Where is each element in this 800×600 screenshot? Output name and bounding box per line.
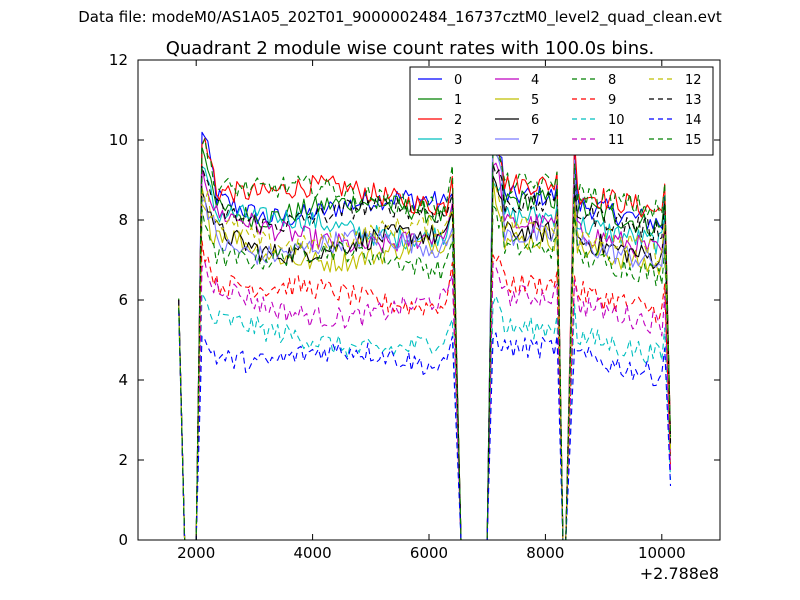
legend-label-3: 3: [454, 133, 462, 148]
legend-label-13: 13: [685, 93, 702, 108]
legend-label-10: 10: [608, 113, 625, 128]
series-line-0: [178, 128, 672, 541]
x-tick-label: 10000: [638, 544, 686, 562]
y-tick-label: 0: [118, 531, 128, 549]
series-line-4: [178, 162, 672, 541]
y-tick-label: 4: [118, 371, 128, 389]
series-line-9: [178, 240, 672, 541]
legend-label-1: 1: [454, 93, 462, 108]
legend-label-5: 5: [531, 93, 539, 108]
series-line-7: [178, 119, 672, 541]
series-line-2: [178, 132, 672, 541]
legend-label-4: 4: [531, 73, 539, 88]
y-tick-label: 10: [109, 131, 128, 149]
legend-label-6: 6: [531, 113, 539, 128]
series-line-5: [178, 178, 672, 541]
x-tick-label: 6000: [410, 544, 448, 562]
legend-label-8: 8: [608, 73, 616, 88]
y-tick-label: 12: [109, 51, 128, 69]
x-tick-label: 2000: [177, 544, 215, 562]
legend-label-11: 11: [608, 133, 625, 148]
chart-title: Quadrant 2 module wise count rates with …: [166, 38, 655, 59]
legend-label-12: 12: [685, 73, 702, 88]
series-line-8: [178, 205, 672, 541]
legend-label-7: 7: [531, 133, 539, 148]
series-line-6: [178, 175, 672, 541]
y-tick-label: 8: [118, 211, 128, 229]
series-line-15: [178, 138, 672, 541]
x-offset-label: +2.788e8: [640, 564, 719, 583]
series-line-1: [178, 137, 672, 541]
series-line-14: [178, 309, 672, 541]
series-line-12: [178, 186, 672, 541]
series-line-13: [178, 163, 672, 541]
legend-label-9: 9: [608, 93, 616, 108]
x-tick-label: 8000: [526, 544, 564, 562]
legend-box: [409, 66, 714, 156]
series-line-3: [178, 166, 672, 541]
x-tick-label: 4000: [294, 544, 332, 562]
series-layer: [178, 119, 672, 541]
y-tick-label: 6: [118, 291, 128, 309]
legend-label-2: 2: [454, 113, 462, 128]
figure-suptitle: Data file: modeM0/AS1A05_202T01_90000024…: [78, 8, 722, 26]
legend-label-0: 0: [454, 73, 462, 88]
series-line-10: [178, 292, 672, 541]
series-line-11: [178, 261, 672, 541]
legend-label-15: 15: [685, 133, 702, 148]
y-tick-label: 2: [118, 451, 128, 469]
legend-label-14: 14: [685, 113, 702, 128]
